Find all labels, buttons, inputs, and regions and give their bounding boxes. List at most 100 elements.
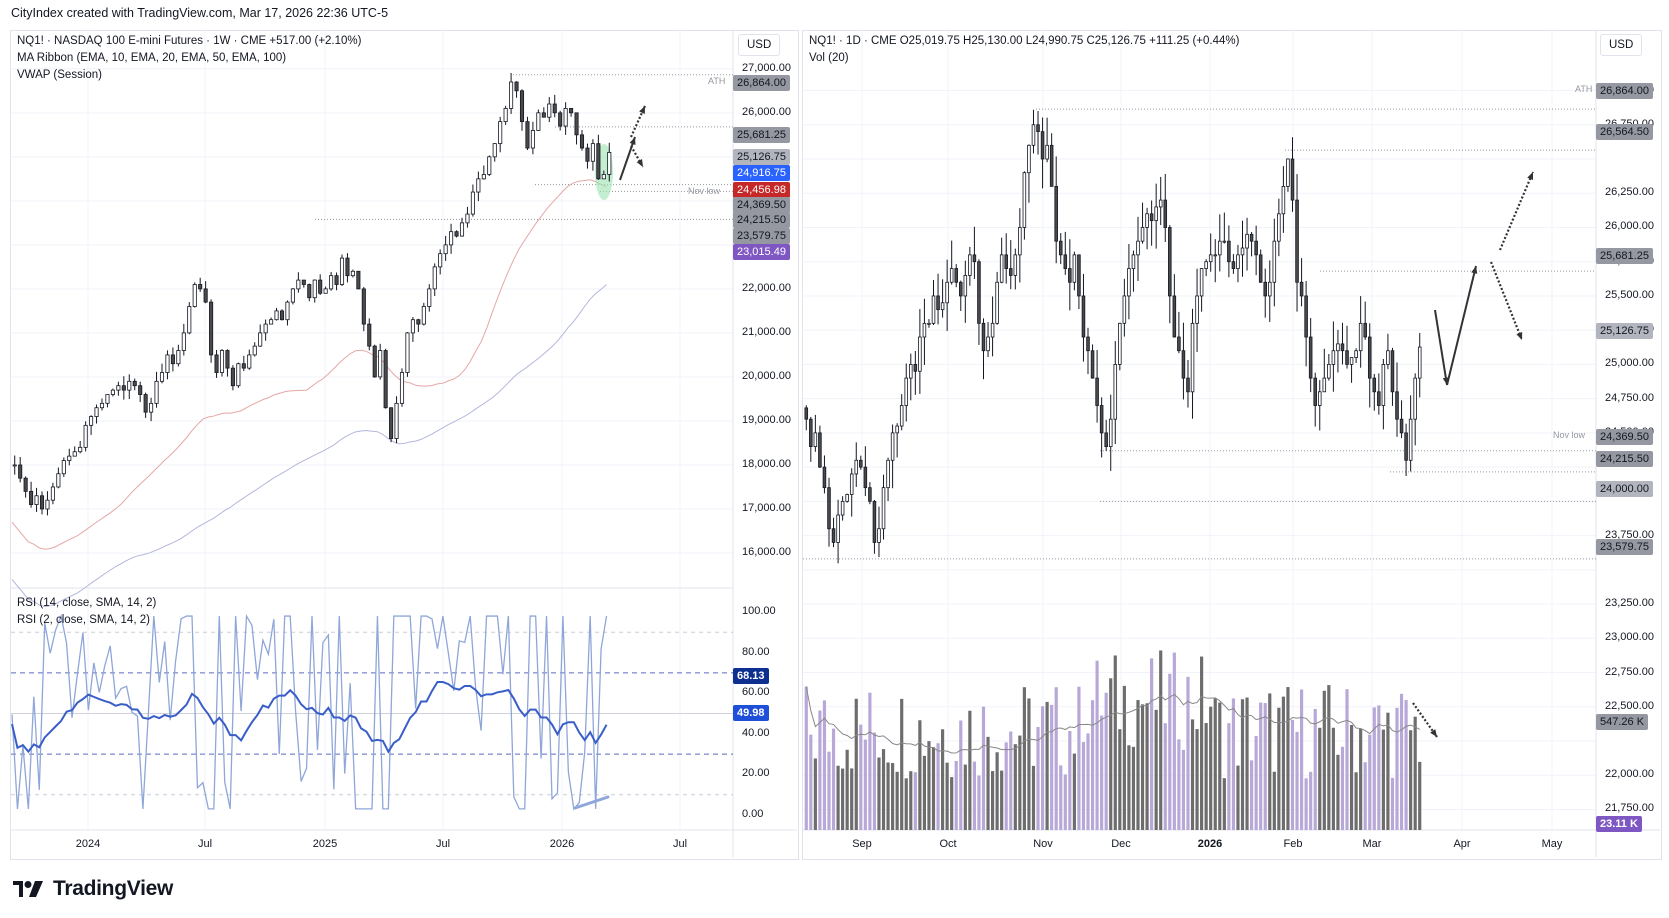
candle [590,143,595,162]
rsi-tag: 68.13 [733,668,769,684]
candle [954,268,958,283]
volume-bar [1027,698,1031,830]
volume-bar [1386,712,1390,830]
candle [476,178,481,193]
volume-bar [1377,705,1381,830]
candle [61,460,66,475]
candle [585,147,590,162]
time-label: 2025 [312,838,338,850]
candle [1022,172,1027,228]
volume-bar [1168,673,1172,830]
candle [977,261,981,324]
candle [449,231,454,246]
volume-bar [1222,778,1226,830]
candle [334,275,339,285]
candle [219,350,225,373]
candle [459,222,465,237]
volume-bar [959,720,963,830]
candle [1249,233,1254,242]
volume-bar [954,760,958,830]
volume-bar [1154,709,1158,830]
time-label: Jul [435,838,451,850]
tradingview-logo[interactable]: TradingView [13,877,173,901]
volume-bar [968,710,972,830]
price-tick: 21,750.00 [1605,802,1654,815]
price-tick: 27,000.00 [742,61,791,74]
weekly-chart-legend: NQ1! · NASDAQ 100 E-mini Futures · 1W · … [17,33,361,84]
rsi14-legend[interactable]: RSI (14, close, SMA, 14, 2) [17,597,157,609]
candle [1227,240,1231,263]
ma-ribbon-legend[interactable]: MA Ribbon (EMA, 10, EMA, 20, EMA, 50, EM… [17,52,287,64]
volume-bar [1272,771,1276,830]
price-tick: 25,000.00 [1605,357,1654,370]
volume-bar [1022,687,1026,830]
candle [541,112,546,118]
volume-bar [927,741,931,830]
volume-bar [1163,723,1167,830]
volume-bar [1031,765,1036,830]
candle [1177,336,1181,352]
volume-bar [1009,731,1013,830]
candle [558,112,563,127]
rsi2-legend[interactable]: RSI (2, close, SMA, 14, 2) [17,614,150,626]
candle [1190,322,1195,393]
candle [995,281,999,324]
candle [1272,240,1277,283]
price-tick: 23,750.00 [1605,528,1654,541]
candle [904,377,909,406]
candle [454,231,459,237]
vwap-legend[interactable]: VWAP (Session) [17,69,102,81]
rsi-tick: 20.00 [742,767,770,780]
candle [1349,357,1354,365]
volume-legend[interactable]: Vol (20) [809,52,849,64]
time-label: 2024 [75,838,101,850]
candle [877,528,881,543]
volume-bar [1286,687,1290,830]
price-tag: 23,579.75 [733,228,790,244]
nov-low-label: Nov low [1553,430,1586,440]
price-tick: 19,000.00 [742,413,791,426]
price-tick: 21,000.00 [742,325,791,338]
ema100-line [11,284,607,607]
volume-bar [854,698,858,830]
volume-bar [977,775,981,830]
volume-bar [1145,703,1149,830]
currency-button[interactable]: USD [738,34,781,56]
volume-bar [1390,777,1395,830]
candle [1281,185,1286,215]
candle [72,451,77,457]
candle [601,174,606,180]
candle [389,407,394,439]
volume-bar [1077,686,1081,830]
price-tick: 26,000.00 [742,105,791,118]
volume-bar [1159,650,1163,830]
candle [1008,268,1013,276]
volume-bar [836,765,840,830]
price-tag: 23,015.49 [733,244,790,260]
volume-bar [881,749,886,830]
candle [1308,336,1313,379]
candle [945,281,949,304]
candle [258,332,263,347]
volume-bar [936,743,940,830]
candle [836,514,840,543]
candle [1327,364,1331,379]
candle [214,354,219,373]
candle [1113,364,1118,420]
daily-symbol-info[interactable]: NQ1! · 1D · CME O25,019.75 H25,130.00 L2… [809,35,1240,47]
time-label: Jul [197,838,213,850]
candle [936,295,940,311]
candle [1036,124,1040,133]
candle [323,288,328,294]
volume-bar [850,768,854,830]
candle [1204,261,1208,269]
currency-button[interactable]: USD [1600,34,1643,56]
candle [1118,322,1122,365]
projection-arrow-head [629,137,636,145]
weekly-chart-pane[interactable] [10,30,799,860]
price-tag: 24,215.50 [1596,451,1653,467]
candle [1186,377,1190,393]
symbol-info[interactable]: NQ1! · NASDAQ 100 E-mini Futures · 1W · … [17,35,362,47]
